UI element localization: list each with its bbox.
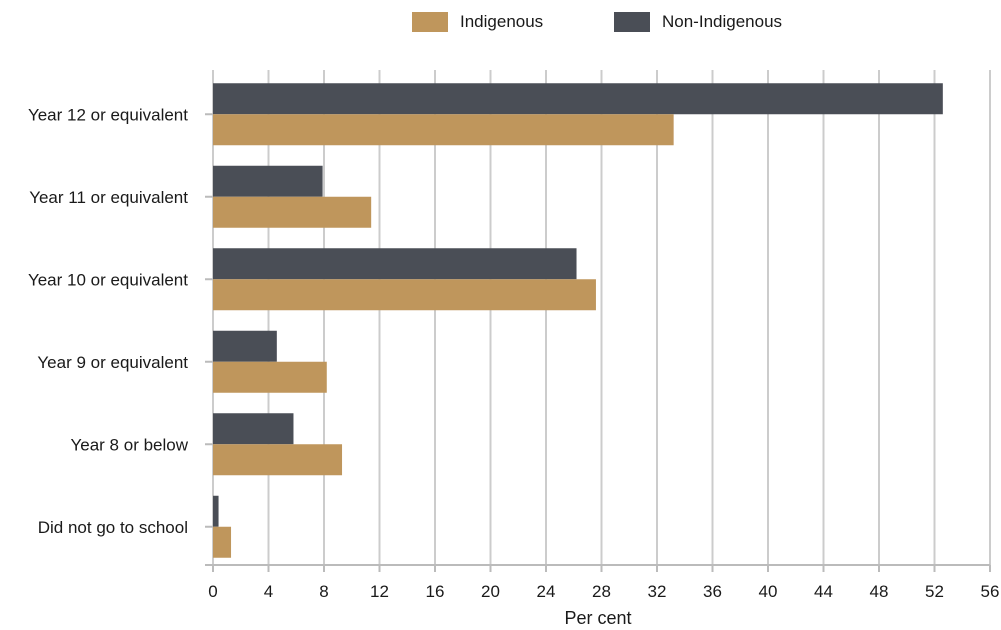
y-tick-label: Did not go to school <box>38 518 188 537</box>
legend-label-non-indigenous: Non-Indigenous <box>662 12 783 31</box>
x-tick-label: 0 <box>208 582 217 601</box>
x-tick-label: 40 <box>759 582 778 601</box>
y-tick-label: Year 8 or below <box>70 435 188 454</box>
legend-swatch-indigenous <box>412 12 448 32</box>
bar-non-indigenous <box>213 495 219 527</box>
x-tick-label: 24 <box>537 582 556 601</box>
legend-label-indigenous: Indigenous <box>460 12 544 31</box>
x-axis-title: Per cent <box>564 608 631 628</box>
bar-non-indigenous <box>213 165 323 197</box>
x-tick-label: 44 <box>814 582 833 601</box>
bars <box>213 83 943 558</box>
y-tick-label: Year 12 or equivalent <box>28 105 188 124</box>
bar-indigenous <box>213 444 343 476</box>
x-tick-label: 36 <box>703 582 722 601</box>
bar-indigenous <box>213 526 232 558</box>
legend-item-indigenous: Indigenous <box>412 8 543 36</box>
y-tick-label: Year 10 or equivalent <box>28 270 188 289</box>
gridlines <box>212 70 991 565</box>
x-tick-label: 48 <box>870 582 889 601</box>
y-tick-label: Year 11 or equivalent <box>29 188 188 207</box>
x-tick-label: 32 <box>648 582 667 601</box>
x-tick-label: 12 <box>370 582 389 601</box>
x-axis: 0 4 8 12 16 20 24 28 32 36 40 44 48 52 56 <box>205 564 1000 601</box>
bar-indigenous <box>213 279 596 311</box>
bar-indigenous <box>213 361 327 393</box>
bar-non-indigenous <box>213 248 577 280</box>
legend-swatch-non-indigenous <box>614 12 650 32</box>
legend: Indigenous Non-Indigenous <box>0 8 1001 36</box>
bar-indigenous <box>213 196 372 228</box>
bar-non-indigenous <box>213 413 294 445</box>
bar-non-indigenous <box>213 330 277 362</box>
x-tick-label: 20 <box>481 582 500 601</box>
x-tick-label: 52 <box>925 582 944 601</box>
x-tick-label: 56 <box>981 582 1000 601</box>
legend-item-non-indigenous: Non-Indigenous <box>614 8 782 36</box>
bar-indigenous <box>213 114 674 146</box>
x-tick-label: 4 <box>264 582 273 601</box>
x-tick-label: 16 <box>426 582 445 601</box>
y-axis: Year 12 or equivalent Year 11 or equivale… <box>28 105 213 537</box>
x-tick-label: 8 <box>319 582 328 601</box>
x-tick-label: 28 <box>592 582 611 601</box>
bar-non-indigenous <box>213 83 943 115</box>
y-tick-label: Year 9 or equivalent <box>37 353 188 372</box>
